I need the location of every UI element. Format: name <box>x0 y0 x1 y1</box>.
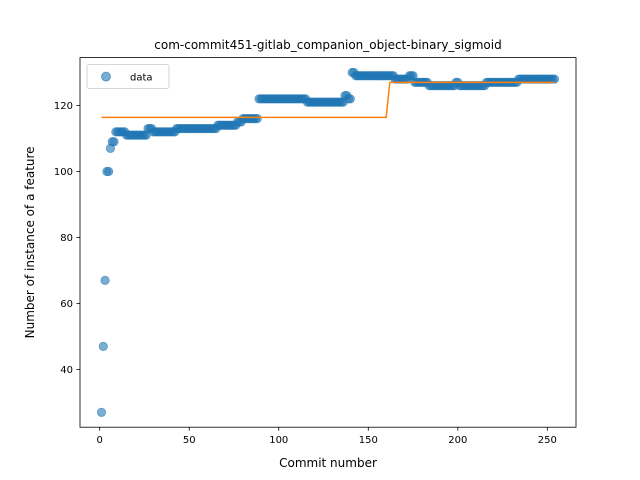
x-tick-label: 0 <box>97 435 103 446</box>
x-tick-label: 100 <box>269 435 288 446</box>
legend-label-data: data <box>130 72 153 83</box>
y-tick-label: 80 <box>60 233 73 244</box>
fit-line-layer <box>101 81 555 119</box>
fit-line <box>101 81 555 119</box>
x-tick-label: 250 <box>538 435 557 446</box>
data-point <box>98 341 108 351</box>
data-point <box>104 166 114 177</box>
y-tick-label: 40 <box>60 365 73 376</box>
data-point <box>100 275 110 285</box>
data-point <box>345 94 355 104</box>
x-tick-label: 150 <box>359 435 378 446</box>
data-point <box>252 114 262 124</box>
data-point <box>96 407 107 417</box>
y-tick-label: 120 <box>54 101 73 112</box>
legend: data <box>86 64 170 89</box>
data-point <box>109 137 119 147</box>
y-tick-label: 100 <box>54 167 73 178</box>
data-point <box>549 74 560 84</box>
x-axis-label: Commit number <box>279 456 377 470</box>
x-tick-label: 50 <box>183 435 196 446</box>
plot-frame <box>79 57 577 428</box>
x-axis-ticks: 0 50 100 150 200 250 <box>97 427 557 446</box>
plot-area <box>80 57 576 428</box>
x-tick-label: 200 <box>448 435 467 446</box>
y-tick-label: 60 <box>60 299 73 310</box>
scatter-points <box>96 67 560 417</box>
chart-title: com-commit451-gitlab_companion_object-bi… <box>154 38 501 52</box>
y-axis-ticks: 40 60 80 100 120 <box>54 101 80 376</box>
legend-box <box>86 64 170 89</box>
legend-marker-data <box>101 71 111 82</box>
y-axis-label: Number of instance of a feature <box>23 146 37 338</box>
